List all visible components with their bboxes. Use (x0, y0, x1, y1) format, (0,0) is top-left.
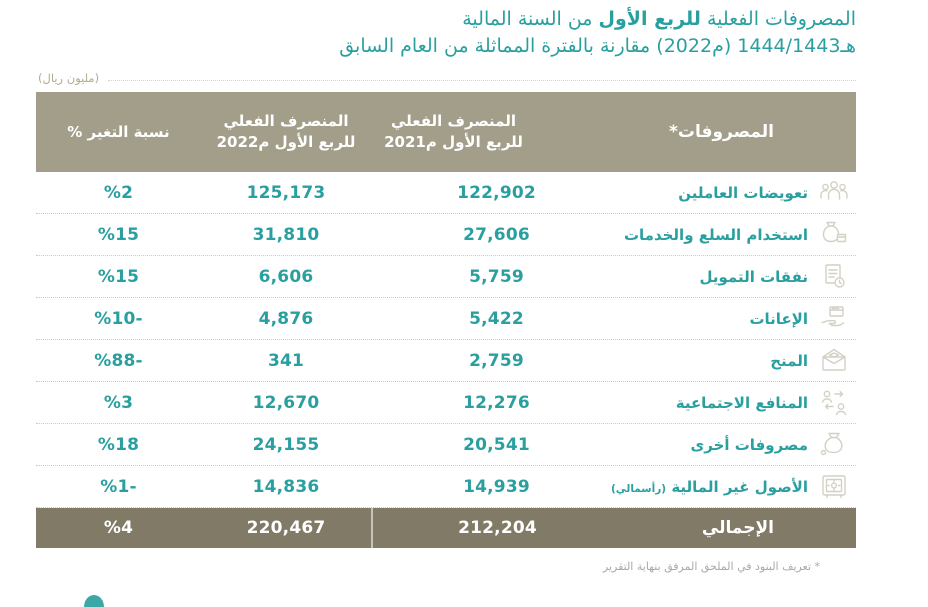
footnote: * تعريف البنود في الملحق المرفق بنهاية ا… (602, 560, 820, 573)
row-label: الإعانات (749, 309, 808, 328)
envelope-grant-icon (815, 342, 853, 380)
table-row-grants: المنح 2,759 341 %88- (36, 340, 856, 382)
table-row-employees-compensation: تعويضات العاملين 122,902 125,173 %2 (36, 172, 856, 214)
row-label: مصروفات أخرى (690, 435, 808, 454)
money-bag-icon (815, 426, 853, 464)
value-q1-2022: 4,876 (258, 308, 314, 329)
value-change-pct: %10- (94, 308, 143, 329)
value-q1-2021: 2,759 (469, 350, 524, 371)
value-q1-2021: 14,939 (463, 476, 530, 497)
header-q1-2021: المنصرف الفعلي للربع الأول 2021م (384, 112, 523, 151)
goods-sack-icon (815, 216, 853, 254)
total-q1-2021: 212,204 (371, 508, 566, 548)
row-label: تعويضات العاملين (678, 183, 808, 202)
units-label: (مليون ريال) (38, 71, 100, 85)
value-change-pct: %15 (97, 224, 140, 245)
value-change-pct: %88- (94, 350, 143, 371)
value-change-pct: %18 (97, 434, 140, 455)
table-row-other-expenses: مصروفات أخرى 20,541 24,155 %18 (36, 424, 856, 466)
hand-card-icon (815, 300, 853, 338)
page-title-line2: 1444/1443هـ (2022م) مقارنة بالفترة المما… (339, 35, 856, 57)
value-q1-2021: 5,759 (469, 266, 524, 287)
table-total-row: الإجمالي 212,204 220,467 %4 (36, 508, 856, 548)
row-label: الأصول غير المالية (رأسمالي) (610, 477, 808, 496)
table-row-goods-services: استخدام السلع والخدمات 27,606 31,810 %15 (36, 214, 856, 256)
header-q1-2022: المنصرف الفعلي للربع الأول 2022م (216, 112, 356, 151)
value-q1-2022: 31,810 (252, 224, 320, 245)
header-expenses: المصروفات* (669, 122, 774, 142)
partial-logo-shape (84, 595, 104, 607)
table-row-non-financial-assets: الأصول غير المالية (رأسمالي) 14,939 14,8… (36, 466, 856, 508)
value-change-pct: %3 (103, 392, 134, 413)
people-exchange-icon (815, 384, 853, 422)
total-label: الإجمالي (701, 518, 774, 538)
row-label: المنح (770, 351, 808, 370)
value-q1-2021: 122,902 (457, 182, 536, 203)
row-label-note: (رأسمالي) (610, 482, 667, 495)
page-title-line1: المصروفات الفعلية للربع الأول من السنة ا… (462, 8, 856, 30)
employees-group-icon (815, 174, 853, 212)
value-q1-2021: 27,606 (463, 224, 530, 245)
value-q1-2021: 20,541 (463, 434, 530, 455)
value-change-pct: %1- (100, 476, 137, 497)
value-q1-2022: 6,606 (258, 266, 314, 287)
value-q1-2022: 125,173 (246, 182, 326, 203)
table-row-subsidies: الإعانات 5,422 4,876 %10- (36, 298, 856, 340)
safe-vault-icon (815, 468, 853, 506)
units-dotted-rule (108, 80, 856, 81)
value-change-pct: %15 (97, 266, 140, 287)
value-q1-2022: 341 (267, 350, 305, 371)
value-q1-2022: 12,670 (252, 392, 320, 413)
value-q1-2022: 24,155 (252, 434, 320, 455)
value-q1-2021: 12,276 (463, 392, 530, 413)
value-q1-2022: 14,836 (252, 476, 320, 497)
table-row-social-benefits: المنافع الاجتماعية 12,276 12,670 %3 (36, 382, 856, 424)
table-row-financing-expenses: نفقات التمويل 5,759 6,606 %15 (36, 256, 856, 298)
expenditures-table: المصروفات* المنصرف الفعلي للربع الأول 20… (36, 92, 856, 548)
total-change-pct: %4 (103, 518, 134, 538)
row-label: المنافع الاجتماعية (675, 393, 808, 412)
value-q1-2021: 5,422 (469, 308, 524, 329)
page-title: المصروفات الفعلية للربع الأول من السنة ا… (339, 6, 856, 60)
table-header-row: المصروفات* المنصرف الفعلي للربع الأول 20… (36, 92, 856, 172)
row-label: استخدام السلع والخدمات (623, 225, 808, 244)
total-q1-2022: 220,467 (246, 518, 326, 538)
header-change-pct: نسبة التغير % (67, 122, 170, 141)
invoice-clock-icon (815, 258, 853, 296)
row-label: نفقات التمويل (699, 267, 808, 286)
value-change-pct: %2 (103, 182, 134, 203)
